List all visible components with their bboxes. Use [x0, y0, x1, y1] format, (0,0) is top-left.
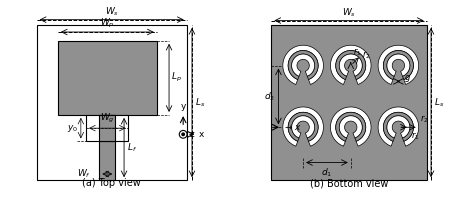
Polygon shape: [292, 54, 315, 76]
Polygon shape: [336, 51, 366, 80]
Polygon shape: [383, 112, 413, 141]
Text: z: z: [189, 130, 194, 139]
Polygon shape: [378, 45, 419, 84]
Bar: [86, 115, 128, 141]
Bar: [58, 41, 157, 115]
Polygon shape: [387, 116, 410, 138]
Bar: [272, 25, 427, 180]
Text: $r_1$: $r_1$: [353, 46, 361, 58]
Text: $\rightarrow x$: $\rightarrow x$: [283, 123, 301, 132]
Polygon shape: [339, 116, 362, 138]
Text: $W_p$: $W_p$: [100, 17, 115, 30]
Polygon shape: [330, 107, 371, 146]
Text: (a) Top view: (a) Top view: [82, 178, 141, 188]
Polygon shape: [288, 112, 318, 141]
Text: y: y: [181, 102, 186, 111]
Circle shape: [182, 133, 184, 135]
Bar: [100, 115, 115, 141]
Text: $W_g$: $W_g$: [100, 112, 115, 125]
Polygon shape: [378, 107, 419, 146]
Polygon shape: [292, 116, 315, 138]
Text: $d_2$: $d_2$: [264, 90, 275, 103]
Polygon shape: [283, 45, 323, 84]
Text: $r_2$: $r_2$: [362, 50, 370, 61]
Text: $W_f$: $W_f$: [77, 168, 91, 180]
Text: $W_s$: $W_s$: [342, 6, 356, 19]
Polygon shape: [288, 51, 318, 80]
Text: x: x: [199, 130, 204, 139]
Text: $y_0$: $y_0$: [67, 123, 78, 134]
Polygon shape: [330, 45, 371, 84]
Text: $L_p$: $L_p$: [171, 71, 182, 84]
Text: $r_1$: $r_1$: [411, 131, 419, 142]
Text: $L_s$: $L_s$: [434, 96, 444, 109]
Text: $L_f$: $L_f$: [127, 141, 137, 154]
Text: $d_1$: $d_1$: [321, 167, 333, 180]
Polygon shape: [283, 107, 323, 146]
Polygon shape: [387, 54, 410, 76]
Bar: [100, 115, 115, 180]
Polygon shape: [336, 112, 366, 141]
Text: $r_2$: $r_2$: [419, 114, 428, 126]
Polygon shape: [339, 54, 362, 76]
Bar: [37, 25, 187, 180]
Text: $L_s$: $L_s$: [195, 96, 205, 109]
Text: $g$: $g$: [404, 73, 410, 84]
Text: (b) Bottom view: (b) Bottom view: [310, 178, 388, 188]
Polygon shape: [383, 51, 413, 80]
Text: $W_s$: $W_s$: [105, 5, 119, 18]
